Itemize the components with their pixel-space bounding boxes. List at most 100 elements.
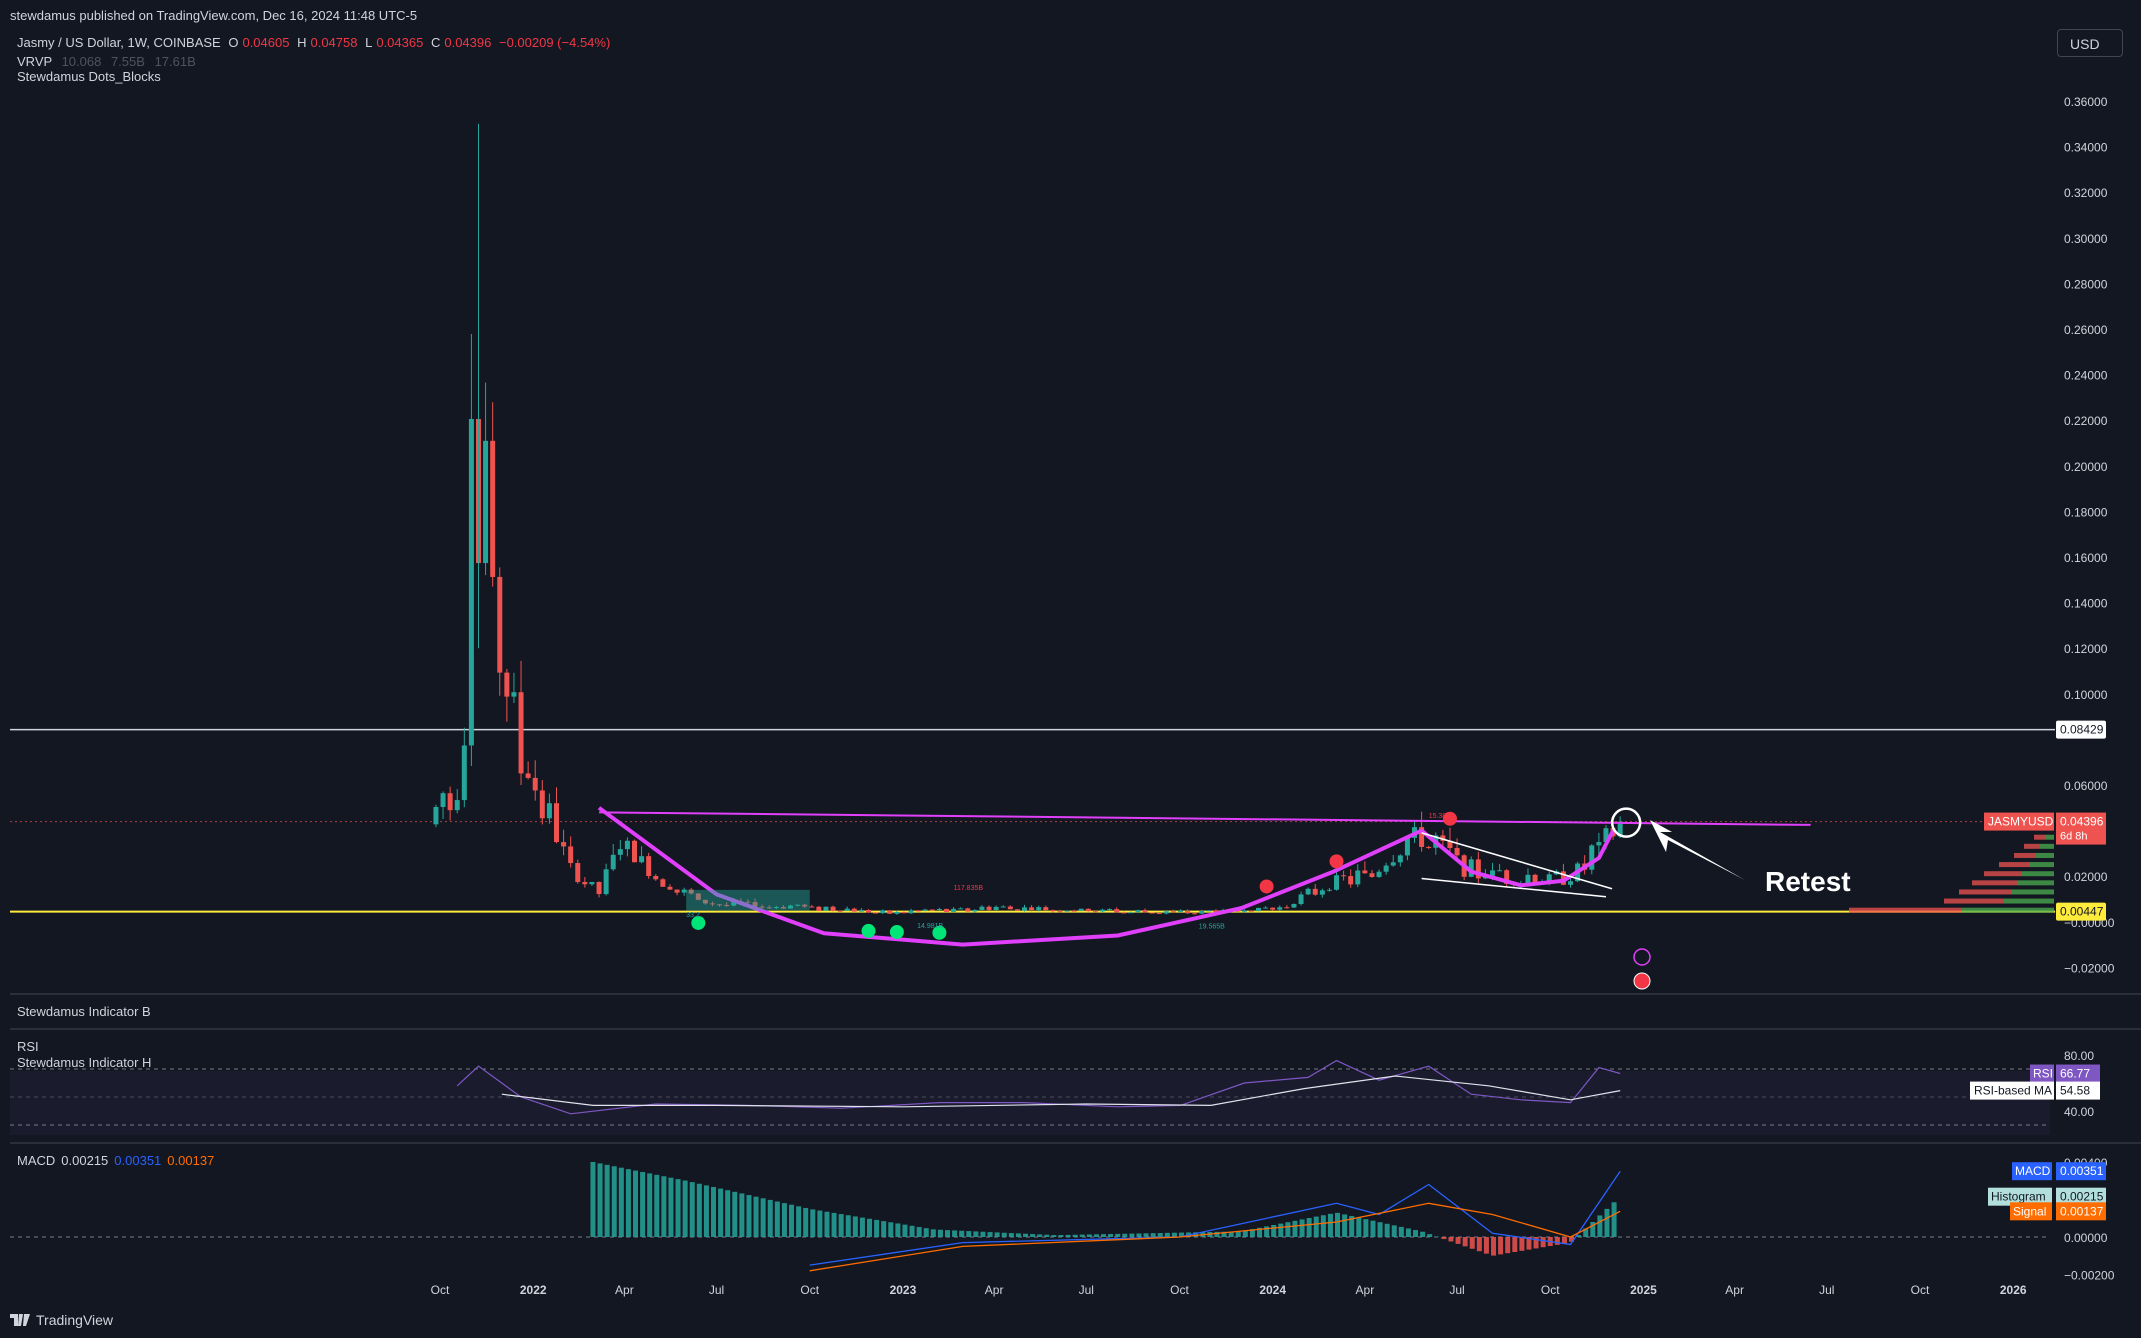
macd-histogram-bar: [1228, 1231, 1234, 1237]
rsi-ma-value-badge-bg: [2056, 1081, 2100, 1100]
candle-body: [979, 906, 985, 910]
macd-title[interactable]: MACD 0.00215 0.00351 0.00137: [17, 1153, 214, 1168]
candle-body: [1546, 874, 1552, 884]
candle-body: [766, 907, 772, 909]
macd-histogram-bar: [1384, 1223, 1390, 1237]
candle-body: [461, 745, 467, 801]
price-tick-label: 0.02000: [2064, 870, 2108, 884]
macd-histogram-bar: [618, 1167, 624, 1237]
candle-body: [873, 912, 879, 914]
sell-dot: [1442, 811, 1457, 826]
macd-histogram-bar: [732, 1191, 738, 1237]
candle-body: [1192, 913, 1198, 915]
macd-histogram-bar: [1349, 1215, 1355, 1237]
small-annotation-label: 117.835B: [954, 885, 984, 892]
price-tick-label: −0.02000: [2064, 961, 2115, 975]
indicator-b-title[interactable]: Stewdamus Indicator B: [17, 1004, 151, 1019]
macd-histogram-bar: [1498, 1237, 1504, 1255]
macd-histogram-bar: [1193, 1232, 1199, 1237]
candle-body: [844, 908, 850, 911]
candle-body: [1383, 865, 1389, 872]
candle-body: [1454, 848, 1460, 856]
candle-body: [447, 793, 453, 811]
sell-dot: [1329, 854, 1344, 869]
resistance-price-badge: 0.08429: [2060, 723, 2104, 737]
macd-histogram-bar: [604, 1164, 610, 1237]
vrvp-legend[interactable]: VRVP 10.068 7.55B 17.61B: [17, 54, 196, 69]
rsi-value-badge-bg: [2056, 1064, 2100, 1083]
candle-body: [816, 906, 822, 911]
candle-body: [1291, 903, 1297, 908]
time-tick-label: Oct: [1911, 1283, 1930, 1297]
buy-dot: [861, 923, 876, 938]
candle-body: [965, 908, 971, 912]
candle-body: [1241, 910, 1247, 912]
macd-histogram-bar: [1051, 1235, 1057, 1237]
candle-body: [1362, 870, 1368, 874]
candle-body: [631, 840, 637, 863]
candle-body: [993, 906, 999, 910]
candle-body: [936, 908, 942, 910]
currency-button[interactable]: USD: [2057, 29, 2123, 57]
macd-histogram-bar: [1299, 1219, 1305, 1237]
candle-body: [823, 906, 829, 911]
macd-histogram-bar: [1136, 1233, 1142, 1237]
time-tick-label: Oct: [1170, 1283, 1189, 1297]
macd-histogram-bar: [1171, 1232, 1177, 1237]
macd-histogram-bar: [867, 1218, 873, 1237]
time-tick-label: 2026: [2000, 1283, 2027, 1297]
candle-body: [1149, 912, 1155, 914]
macd-histogram-bar: [1079, 1234, 1085, 1237]
signal-badge-name: Signal: [2013, 1204, 2046, 1218]
candle-body: [1525, 874, 1531, 884]
published-caption: stewdamus published on TradingView.com, …: [10, 8, 418, 23]
event-icon: [1633, 948, 1651, 966]
rsi-title[interactable]: RSI: [17, 1039, 39, 1054]
macd-histogram-bar: [1129, 1233, 1135, 1237]
macd-histogram-bar: [1235, 1231, 1241, 1237]
support-price-badge: 0.00447: [2060, 905, 2104, 919]
countdown-label: 6d 8h: [2060, 831, 2088, 843]
symbol-title[interactable]: Jasmy / US Dollar, 1W, COINBASE: [17, 35, 221, 50]
volume-profile-bar: [2036, 852, 2054, 858]
candle-body: [511, 692, 517, 697]
volume-profile-bar: [2024, 843, 2040, 849]
macd-histogram-bar: [753, 1196, 759, 1237]
open-label: O: [228, 35, 239, 50]
price-tick-label: 0.24000: [2064, 369, 2108, 383]
price-tick-label: 0.26000: [2064, 323, 2108, 337]
candle-body: [1560, 871, 1566, 885]
footer-brand[interactable]: TradingView: [10, 1312, 113, 1328]
high-label: H: [297, 35, 307, 50]
candle-body: [553, 803, 559, 843]
change-value: −0.00209 (−4.54%): [498, 35, 611, 50]
macd-histogram-bar: [1065, 1234, 1071, 1237]
candle-body: [1100, 909, 1106, 912]
candle-body: [617, 849, 623, 855]
macd-histogram-bar: [590, 1162, 596, 1237]
macd-histogram-bar: [597, 1163, 603, 1237]
candle-body: [610, 854, 616, 870]
candle-body: [1043, 907, 1049, 911]
macd-badge-name-bg: [2012, 1162, 2052, 1181]
macd-histogram-bar: [1569, 1237, 1575, 1242]
retest-circle: [1610, 807, 1642, 838]
volume-profile-bar: [1999, 862, 2029, 868]
macd-histogram-bar: [1363, 1219, 1369, 1237]
dots-indicator-legend[interactable]: Stewdamus Dots_Blocks: [17, 69, 161, 84]
candle-body: [958, 908, 964, 910]
candle-body: [894, 911, 900, 914]
macd-histogram-bar: [647, 1173, 653, 1237]
vrvp-label: VRVP: [17, 54, 52, 69]
candle-body: [1326, 889, 1332, 891]
histogram-badge-name: Histogram: [1991, 1190, 2046, 1204]
price-tick-label: 0.36000: [2064, 95, 2108, 109]
macd-histogram-bar: [1249, 1229, 1255, 1237]
indicator-h-title[interactable]: Stewdamus Indicator H: [17, 1055, 152, 1070]
buy-dot: [691, 915, 706, 930]
time-tick-label: Jul: [709, 1283, 724, 1297]
macd-line: [809, 1170, 1621, 1266]
candle-body: [858, 909, 864, 912]
candle-body: [1617, 821, 1623, 837]
